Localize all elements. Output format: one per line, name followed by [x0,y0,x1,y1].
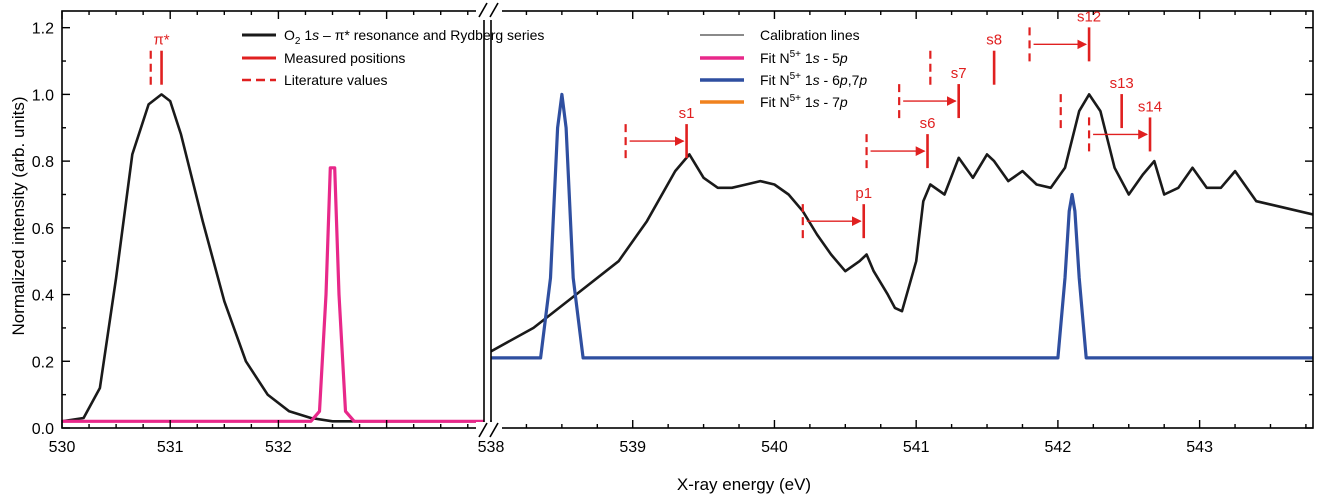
annotation-s7: s7 [898,65,967,119]
y-axis-label: Normalized intensity (arb. units) [9,96,28,335]
annotation-label: s6 [920,115,936,132]
series-line-2 [62,166,484,423]
y-tick-label: 0.6 [32,221,54,238]
x-tick-label: 539 [619,439,646,456]
x-axis-label: X-ray energy (eV) [677,475,811,494]
x-tick-label: 532 [265,439,292,456]
x-tick-label: 538 [478,439,505,456]
annotation-label: p1 [855,185,872,202]
legend-entry-literature-values: Literature values [242,72,388,88]
annotation-π*: π* [149,32,170,85]
x-tick-label: 542 [1045,439,1072,456]
panel-1-data [62,93,484,423]
legend-entry-fit-5p: Fit N5+ 1s - 5p [700,49,848,66]
series-line-1 [491,93,1313,353]
legend-entry-fit-7p: Fit N5+ 1s - 7p [700,93,848,110]
svg-text:O2 1s – π* resonance and Rydbe: O2 1s – π* resonance and Rydberg series [284,27,544,47]
annotation-label: s1 [679,105,695,122]
svg-text:Fit N5+ 1s - 5p: Fit N5+ 1s - 5p [760,49,848,66]
y-tick-label: 1.0 [32,87,54,104]
annotation-s6: s6 [865,115,936,169]
axis-break-marks [476,0,502,438]
svg-text:Fit N5+ 1s - 7p: Fit N5+ 1s - 7p [760,93,848,110]
annotation-label: s14 [1138,98,1162,115]
legend-entry-calibration-lines: Calibration lines [700,27,860,43]
svg-text:Literature values: Literature values [284,72,388,88]
legend-right: Calibration lines Fit N5+ 1s - 5p Fit N5… [700,27,867,110]
annotation-s1: s1 [624,105,695,159]
y-tick-label: 0.4 [32,288,54,305]
annotation-s12: s12 [1028,8,1101,62]
legend-entry-o2-resonance: O2 1s – π* resonance and Rydberg series [242,27,544,47]
y-tick-label: 0.2 [32,354,54,371]
annotation-label: s13 [1110,75,1134,92]
x-tick-label: 530 [49,439,76,456]
x-tick-label: 541 [903,439,930,456]
legend-entry-fit-6p-7p: Fit N5+ 1s - 6p,7p [700,71,867,88]
x-tick-label: 531 [157,439,184,456]
annotation-s14: s14 [1087,98,1162,152]
y-tick-label: 0.8 [32,154,54,171]
x-tick-label: 540 [761,439,788,456]
y-tick-label: 1.2 [32,21,54,38]
annotation-label: s12 [1077,8,1101,25]
x-tick-label: 543 [1186,439,1213,456]
panel-1-frame [61,10,485,429]
panel-2-data [491,92,1313,360]
annotation-s13: s13 [1059,75,1134,129]
annotation-label: s8 [986,32,1002,49]
svg-text:Measured positions: Measured positions [284,50,405,66]
panel-2-frame [490,10,1314,429]
annotation-label: π* [153,32,169,49]
svg-text:Fit N5+ 1s - 6p,7p: Fit N5+ 1s - 6p,7p [760,71,867,88]
series-line-0 [62,93,484,423]
svg-text:Calibration lines: Calibration lines [760,27,860,43]
legend-entry-measured-positions: Measured positions [242,50,405,66]
plot-area: 530 531 532 538 539 540 541 542 543 0.0 0.2 0.4 0.6 0… [32,8,1314,456]
annotation-s8: s8 [929,32,1002,85]
annotation-label: s7 [951,65,967,82]
legend-left: O2 1s – π* resonance and Rydberg series … [242,27,544,88]
series-line-3 [491,92,1313,360]
annotation-p1: p1 [801,185,872,239]
y-tick-label: 0.0 [32,421,54,438]
